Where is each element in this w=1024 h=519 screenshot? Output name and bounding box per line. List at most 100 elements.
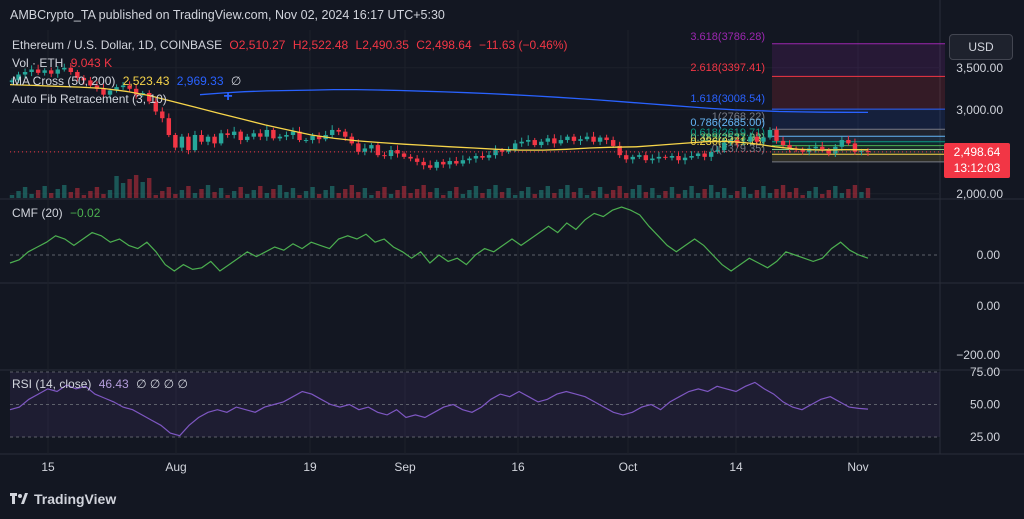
volume-bar: [493, 185, 498, 198]
volume-bar: [29, 194, 34, 198]
volume-bar: [22, 187, 28, 198]
fib-level-label: 1.618(3008.54): [690, 93, 765, 105]
volume-bar: [441, 195, 446, 198]
bar-countdown: 13:12:03: [953, 161, 1001, 175]
volume-bar: [408, 193, 413, 198]
price-tick-label: 3,000.00: [956, 103, 1003, 117]
ma-fast-value: 2,523.43: [122, 74, 170, 88]
cmf-value: −0.02: [70, 206, 101, 220]
volume-bar: [467, 190, 472, 198]
close-value: C2,498.64: [416, 38, 472, 52]
volume-bar: [780, 185, 786, 198]
volume-bar: [708, 185, 714, 198]
fib-legend[interactable]: Auto Fib Retracement (3, 10): [12, 92, 167, 106]
cmf-tick-label: −200.00: [956, 348, 1000, 362]
candle-body: [173, 135, 178, 148]
volume-bar: [127, 179, 132, 198]
candle-body: [251, 133, 256, 137]
cmf-tick-label: 0.00: [977, 299, 1001, 313]
volume-bar: [434, 188, 439, 198]
volume-bar: [277, 185, 283, 198]
volume-bar: [186, 186, 191, 198]
volume-bar: [833, 186, 838, 198]
candle-body: [94, 85, 100, 89]
tradingview-logo[interactable]: TradingView: [10, 491, 116, 507]
cmf-pane: 0.00 0.00 −200.00: [9, 206, 1001, 362]
ma-label: MA Cross (50, 200): [12, 74, 116, 88]
candle-body: [68, 67, 74, 72]
volume-bar: [591, 191, 596, 198]
rsi-line: [9, 381, 869, 437]
volume-bar: [133, 175, 139, 198]
candle-body: [16, 74, 21, 81]
volume-bar: [610, 190, 616, 198]
fib-level-label: 0.786(2685.00): [690, 117, 765, 129]
rsi-legend[interactable]: RSI (14, close) 46.43 ∅ ∅ ∅ ∅: [12, 377, 188, 391]
volume-bar: [617, 186, 622, 198]
rsi-pane: 75.00 50.00 25.00: [9, 365, 1000, 444]
volume-bar: [395, 190, 400, 198]
candle-body: [258, 133, 263, 137]
symbol-legend[interactable]: Ethereum / U.S. Dollar, 1D, COINBASE O2,…: [12, 38, 568, 52]
candle-body: [610, 140, 616, 146]
volume-bar: [303, 191, 309, 198]
candle-body: [565, 136, 570, 141]
candle-body: [578, 139, 583, 141]
volume-bar: [820, 194, 825, 198]
volume-bar: [682, 190, 688, 198]
currency-button[interactable]: USD: [949, 34, 1013, 60]
volume-bar: [486, 189, 492, 198]
candle-body: [401, 153, 407, 157]
volume-bar: [62, 185, 67, 198]
volume-bar: [147, 178, 152, 198]
volume-bar: [728, 195, 733, 198]
volume-bar: [258, 186, 263, 198]
candle-body: [388, 150, 394, 156]
candle-body: [656, 156, 662, 159]
volume-bar: [552, 193, 557, 198]
x-tick-label: 16: [511, 460, 525, 474]
x-tick-label: 15: [41, 460, 55, 474]
candle-body: [643, 155, 649, 161]
candle-body: [526, 140, 531, 142]
volume-bar: [218, 188, 224, 198]
volume-bar: [120, 183, 126, 198]
volume-bar: [506, 188, 511, 198]
volume-bar: [140, 182, 145, 198]
candle-body: [604, 137, 609, 141]
candle-body: [120, 85, 126, 88]
candle-body: [787, 145, 792, 149]
price-tick-label: 3,500.00: [956, 61, 1003, 75]
candle-body: [186, 136, 191, 151]
candle-body: [441, 161, 446, 165]
volume-bar: [526, 187, 531, 198]
candle-body: [231, 131, 237, 135]
candle-body: [297, 131, 302, 141]
volume-bar: [630, 189, 635, 198]
volume-bar: [669, 187, 675, 198]
candle-body: [591, 136, 596, 142]
volume-bar: [689, 186, 694, 198]
volume-bar: [806, 191, 812, 198]
volume-bar: [297, 195, 302, 198]
volume-bar: [356, 192, 361, 198]
volume-bar: [578, 188, 583, 198]
publisher-line: AMBCrypto_TA published on TradingView.co…: [10, 8, 445, 22]
candle-body: [617, 145, 622, 156]
candle-body: [369, 145, 374, 149]
volume-bar: [212, 192, 217, 198]
candle-body: [343, 131, 348, 137]
volume-bar: [695, 193, 701, 198]
cmf-legend[interactable]: CMF (20) −0.02: [12, 206, 100, 220]
fib-level-label: 0.236(2471.16): [690, 136, 765, 148]
candle-body: [310, 135, 315, 141]
ma-legend[interactable]: MA Cross (50, 200) 2,523.43 2,969.33 ∅: [12, 74, 241, 88]
volume-legend[interactable]: Vol · ETH 9.043 K: [12, 56, 112, 70]
ma-slow-value: 2,969.33: [176, 74, 224, 88]
candle-body: [101, 88, 106, 95]
candle-body: [865, 150, 871, 152]
fib-level-label: 0.618(2619.71): [690, 127, 765, 139]
candle-body: [552, 138, 557, 144]
candle-body: [630, 156, 635, 160]
volume-bar: [81, 195, 87, 198]
